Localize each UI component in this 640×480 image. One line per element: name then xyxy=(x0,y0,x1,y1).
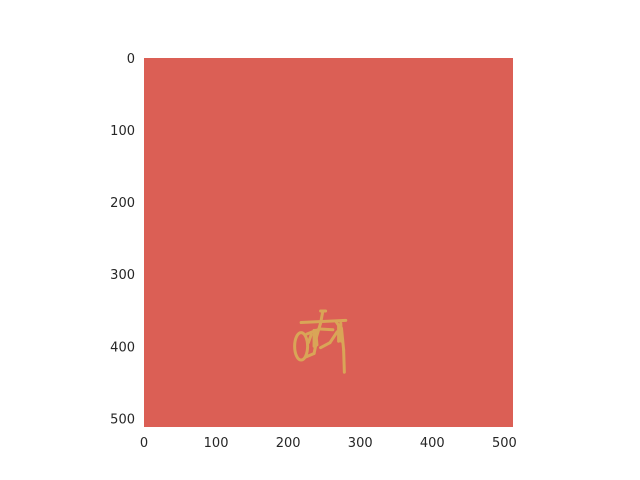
mask-segment-14 xyxy=(319,341,332,350)
x-tick-label: 0 xyxy=(140,436,148,451)
x-tick-label: 500 xyxy=(492,436,517,451)
y-tick-label: 500 xyxy=(110,412,135,427)
x-tick-label: 300 xyxy=(348,436,373,451)
y-axis: 0 100 200 300 400 500 xyxy=(110,52,135,427)
mask-wheel xyxy=(293,331,310,362)
y-tick-label: 0 xyxy=(127,52,135,67)
mask-segment-7 xyxy=(318,327,335,332)
mask-segment-13 xyxy=(328,330,339,345)
mask-segment-16 xyxy=(303,351,316,359)
mask-region xyxy=(293,309,348,374)
x-tick-label: 400 xyxy=(420,436,445,451)
x-axis: 0 100 200 300 400 500 xyxy=(140,436,517,451)
mask-segment-2 xyxy=(319,310,325,325)
x-tick-label: 100 xyxy=(204,436,229,451)
y-tick-label: 100 xyxy=(110,124,135,139)
mask-segment-1 xyxy=(299,318,348,324)
mask-segment-17 xyxy=(306,333,313,345)
y-tick-label: 300 xyxy=(110,268,135,283)
y-tick-label: 400 xyxy=(110,340,135,355)
mask-segment-11 xyxy=(342,348,346,374)
x-tick-label: 200 xyxy=(276,436,301,451)
mask-segment-6 xyxy=(305,327,322,336)
mask-segment-5 xyxy=(314,328,319,347)
y-tick-label: 200 xyxy=(110,196,135,211)
mask-segment-10 xyxy=(339,326,346,352)
image-background xyxy=(144,58,513,427)
